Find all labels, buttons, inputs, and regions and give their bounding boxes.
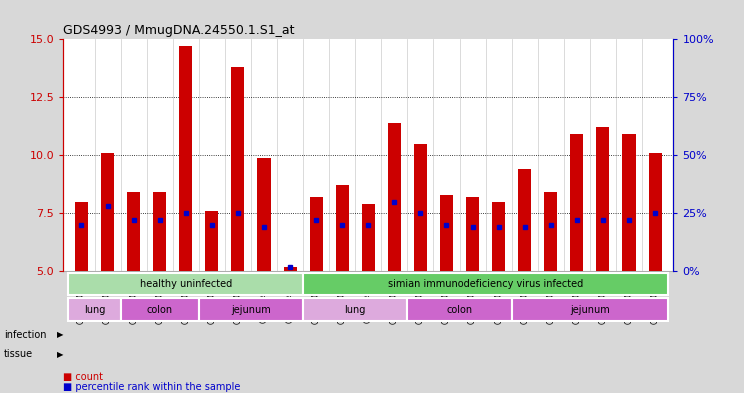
Text: lung: lung (84, 305, 105, 314)
Bar (68, 272, 303, 296)
Text: ■ percentile rank within the sample: ■ percentile rank within the sample (63, 382, 240, 392)
Text: ■ count: ■ count (63, 372, 103, 382)
Bar (518, 169, 531, 271)
Bar (179, 46, 192, 271)
Bar (231, 67, 245, 271)
Bar (649, 153, 661, 271)
Bar (303, 272, 668, 296)
Text: tissue: tissue (4, 349, 33, 360)
Text: ▶: ▶ (57, 331, 64, 339)
Bar (153, 193, 166, 271)
Bar (283, 266, 297, 271)
Text: jejunum: jejunum (231, 305, 271, 314)
Bar (205, 211, 219, 271)
Bar (492, 202, 505, 271)
Bar (362, 204, 375, 271)
Bar (440, 195, 453, 271)
Bar (75, 202, 88, 271)
Bar (310, 197, 323, 271)
Bar (388, 123, 401, 271)
Text: jejunum: jejunum (570, 305, 610, 314)
Bar (512, 298, 668, 321)
Text: GDS4993 / MmugDNA.24550.1.S1_at: GDS4993 / MmugDNA.24550.1.S1_at (63, 24, 295, 37)
Text: colon: colon (147, 305, 173, 314)
Bar (303, 298, 408, 321)
Text: lung: lung (344, 305, 366, 314)
Bar (408, 298, 512, 321)
Text: simian immunodeficiency virus infected: simian immunodeficiency virus infected (388, 279, 583, 289)
Text: colon: colon (446, 305, 472, 314)
Bar (127, 193, 140, 271)
Bar (257, 158, 271, 271)
Bar (545, 193, 557, 271)
Bar (597, 127, 609, 271)
Bar (101, 153, 114, 271)
Bar (68, 298, 121, 321)
Bar (199, 298, 303, 321)
Bar (623, 134, 635, 271)
Bar (571, 134, 583, 271)
Bar (414, 144, 427, 271)
Bar (336, 185, 349, 271)
Text: ▶: ▶ (57, 350, 64, 359)
Text: healthy uninfected: healthy uninfected (140, 279, 232, 289)
Text: infection: infection (4, 330, 46, 340)
Bar (121, 298, 199, 321)
Bar (466, 197, 479, 271)
